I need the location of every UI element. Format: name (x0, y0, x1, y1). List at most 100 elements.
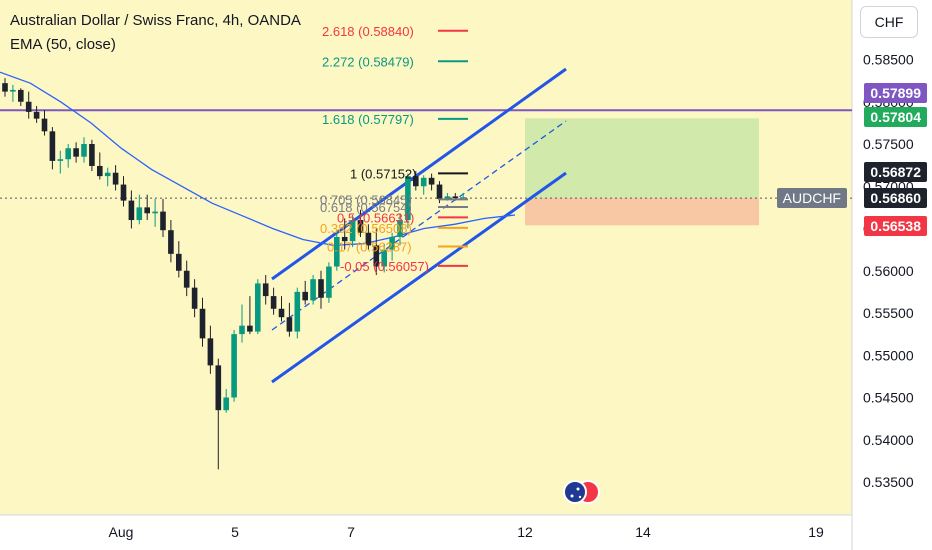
candle[interactable] (120, 176, 127, 207)
candle[interactable] (97, 152, 103, 180)
candle[interactable] (223, 389, 229, 413)
price-axis-tick: 0.58500 (863, 52, 914, 68)
candle[interactable] (397, 213, 403, 246)
candle[interactable] (326, 262, 332, 303)
fib-level-label: -0.05 (0.56057) (340, 259, 429, 274)
price-axis-tick: 0.56000 (863, 263, 914, 279)
candle-body (452, 196, 459, 199)
channel-upper-line[interactable] (271, 67, 567, 281)
candle[interactable] (310, 274, 316, 305)
candle[interactable] (318, 270, 324, 309)
candle-body (89, 144, 95, 166)
candle[interactable] (41, 110, 48, 136)
candle[interactable] (349, 214, 356, 248)
candle[interactable] (405, 173, 411, 229)
candle[interactable] (247, 296, 253, 335)
candle-body (278, 308, 285, 318)
price-axis-tick: 0.54500 (863, 390, 914, 406)
candle[interactable] (207, 325, 214, 374)
candle[interactable] (215, 358, 222, 470)
candle[interactable] (262, 274, 269, 305)
time-axis-tick: 14 (635, 524, 651, 540)
candle-body (420, 177, 427, 187)
candle[interactable] (302, 280, 308, 305)
candle-body (460, 197, 466, 199)
candle[interactable] (152, 198, 158, 227)
candle[interactable] (365, 224, 372, 250)
candle[interactable] (136, 194, 143, 225)
candle[interactable] (373, 228, 380, 275)
candle-body (247, 325, 253, 332)
australia-switzerland-flags-icon[interactable] (563, 480, 600, 504)
candle-body (373, 245, 380, 267)
candle[interactable] (334, 230, 340, 271)
time-axis-background[interactable] (0, 515, 932, 550)
candle[interactable] (420, 175, 427, 195)
currency-button[interactable]: CHF (860, 6, 918, 38)
fib-level-label: 0.17 (0.56287) (327, 239, 412, 254)
candle[interactable] (49, 127, 56, 170)
candle[interactable] (168, 220, 174, 263)
candle-body (191, 287, 198, 309)
candle-body (25, 101, 32, 112)
candle[interactable] (389, 232, 395, 261)
candle-body (262, 283, 269, 297)
candle[interactable] (2, 78, 8, 97)
candle[interactable] (73, 142, 79, 163)
candle[interactable] (199, 297, 206, 347)
candle-body (144, 207, 150, 214)
candle-body (428, 177, 435, 185)
candle[interactable] (65, 144, 71, 168)
candle-body (49, 131, 56, 161)
price-axis-tick: 0.55500 (863, 305, 914, 321)
candle[interactable] (255, 279, 261, 335)
candle-body (57, 159, 64, 161)
candle-body (310, 279, 316, 301)
candle[interactable] (10, 84, 16, 102)
target-zone[interactable] (525, 118, 759, 199)
candle-body (136, 207, 143, 221)
candle[interactable] (160, 198, 166, 237)
candle-body (2, 83, 8, 92)
candle[interactable] (294, 287, 301, 339)
candle-body (65, 148, 71, 160)
ticker-label-badge[interactable]: AUDCHF (776, 188, 847, 208)
time-axis-tick: 7 (347, 524, 355, 540)
candle[interactable] (18, 88, 24, 106)
candle[interactable] (89, 139, 95, 172)
candle[interactable] (176, 241, 182, 278)
candle[interactable] (128, 190, 135, 229)
candle[interactable] (25, 91, 32, 119)
candle[interactable] (381, 243, 387, 273)
stop-zone[interactable] (525, 198, 759, 226)
price-axis-tick: 0.55000 (863, 347, 914, 363)
indicator-legend-ema[interactable]: EMA (50, close) (10, 36, 116, 53)
candle[interactable] (104, 167, 111, 187)
candle[interactable] (144, 194, 150, 221)
candle-body (270, 296, 277, 309)
candle-body (239, 325, 245, 335)
candle[interactable] (270, 287, 277, 315)
candle[interactable] (341, 218, 348, 250)
candle[interactable] (112, 165, 119, 191)
candle[interactable] (231, 329, 237, 402)
candle[interactable] (278, 296, 285, 322)
time-axis-tick: Aug (109, 524, 134, 540)
candle[interactable] (286, 302, 293, 337)
fib-level-label: 0.705 (0.56845) (320, 192, 412, 207)
channel-lower-line[interactable] (271, 171, 567, 384)
candle[interactable] (33, 105, 40, 123)
candle[interactable] (191, 279, 198, 318)
candle[interactable] (428, 173, 435, 191)
candle[interactable] (239, 304, 245, 343)
candle-body (160, 211, 166, 231)
chart-title[interactable]: Australian Dollar / Swiss Franc, 4h, OAN… (10, 12, 301, 29)
candle[interactable] (183, 260, 190, 297)
candle[interactable] (413, 171, 419, 191)
candle-body (10, 89, 16, 92)
candle[interactable] (81, 137, 87, 163)
candle[interactable] (357, 209, 364, 237)
candle[interactable] (57, 150, 64, 174)
candle-body (168, 230, 174, 254)
